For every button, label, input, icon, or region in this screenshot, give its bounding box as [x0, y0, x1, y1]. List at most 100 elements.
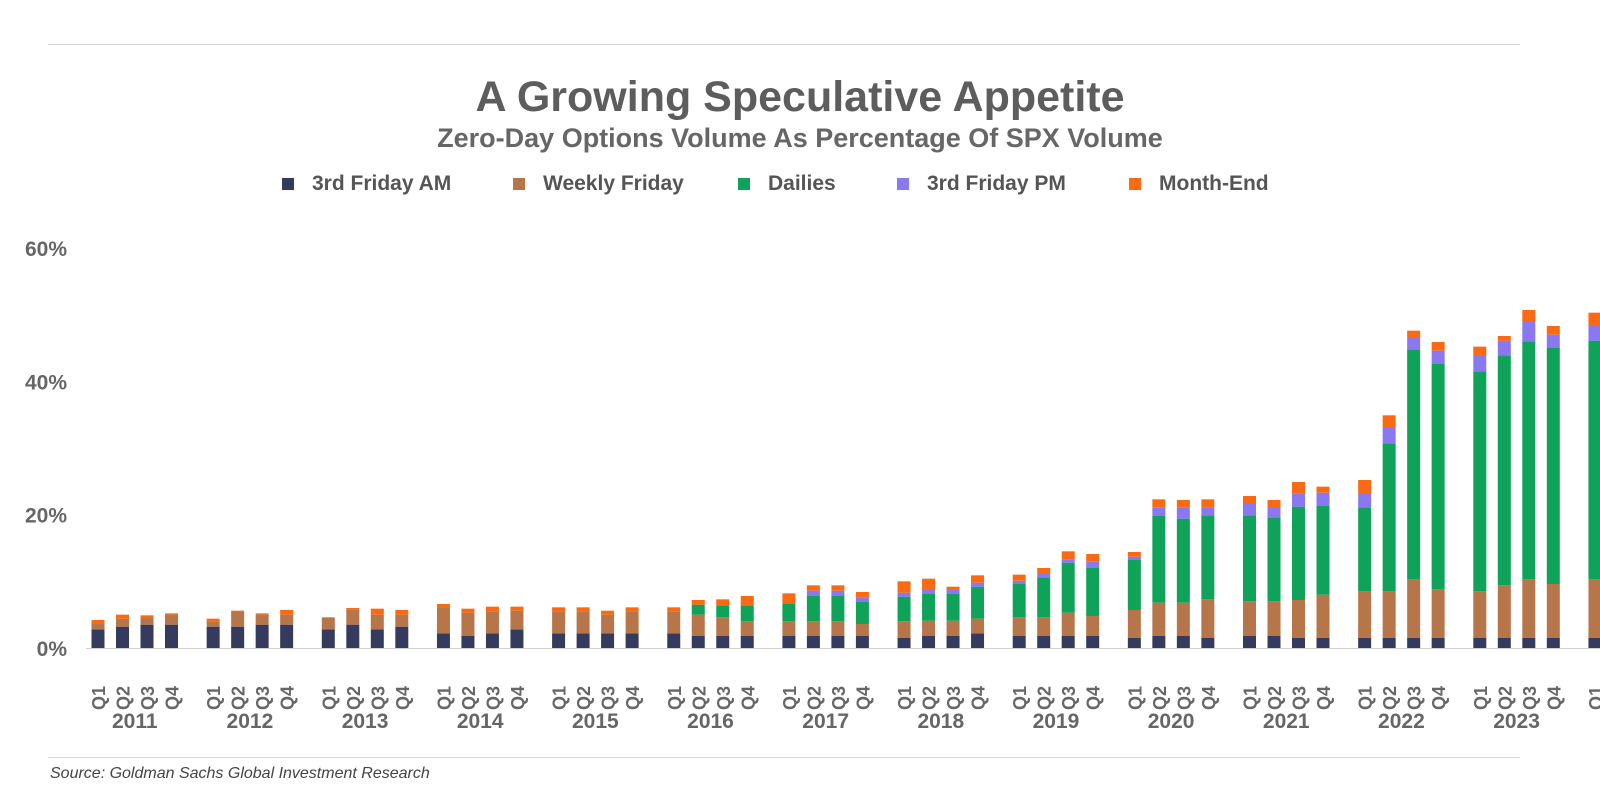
bar-segment-month-end: [255, 613, 269, 615]
bar-segment-weekly-friday: [346, 609, 360, 625]
bar-segment-3rd-friday-pm: [855, 597, 869, 602]
bar-segment-dailies: [806, 596, 820, 622]
legend-item-3rd-friday-am: 3rd Friday AM: [282, 170, 451, 198]
bar-segment-3rd-friday-am: [855, 636, 869, 648]
bar-segment-weekly-friday: [1292, 600, 1305, 638]
bar-segment-month-end: [1061, 551, 1075, 560]
bar-segment-month-end: [461, 608, 475, 613]
legend-swatch-month-end: [1129, 178, 1141, 190]
bar-segment-3rd-friday-am: [1037, 636, 1051, 648]
bar-segment-3rd-friday-am: [370, 629, 384, 648]
bar-segment-weekly-friday: [1546, 584, 1560, 638]
bar-segment-month-end: [1267, 500, 1281, 508]
bar-segment-3rd-friday-am: [346, 624, 360, 648]
legend-label-3rd-friday-am: 3rd Friday AM: [312, 172, 452, 195]
bar-segment-month-end: [1522, 310, 1536, 322]
bar-segment-3rd-friday-am: [1061, 636, 1075, 648]
bar-segment-3rd-friday-pm: [1037, 574, 1051, 578]
x-tick-label-quarter: Q1: [1471, 686, 1491, 710]
x-tick-label-quarter: Q1: [434, 686, 454, 710]
bar-segment-weekly-friday: [1522, 579, 1536, 638]
bar-segment-month-end: [91, 620, 105, 624]
x-tick-label-quarter: Q2: [1380, 686, 1400, 710]
bar-segment-month-end: [140, 615, 154, 618]
bar-segment-month-end: [1127, 552, 1141, 557]
bar-segment-3rd-friday-am: [667, 633, 681, 648]
x-tick-label-year: 2022: [1378, 710, 1425, 733]
legend-swatch-weekly-friday: [513, 178, 525, 190]
bar-segment-dailies: [1086, 568, 1100, 616]
bar-segment-month-end: [625, 607, 639, 612]
x-tick-label-quarter: Q3: [944, 686, 964, 710]
x-tick-label-quarter: Q1: [319, 686, 339, 710]
x-tick-label-quarter: Q2: [1495, 686, 1515, 710]
bar-segment-3rd-friday-am: [436, 633, 450, 648]
bar-segment-3rd-friday-am: [922, 636, 936, 648]
x-tick-label-quarter: Q1: [550, 686, 570, 710]
x-tick-label-year: 2014: [457, 710, 504, 733]
bar-segment-3rd-friday-am: [1127, 638, 1141, 648]
bar-segment-3rd-friday-am: [601, 633, 615, 648]
bar-segment-dailies: [1152, 516, 1166, 603]
bar-segment-month-end: [395, 610, 409, 615]
x-tick-label-quarter: Q2: [114, 686, 134, 710]
bar-segment-3rd-friday-pm: [1176, 507, 1190, 519]
bar-segment-3rd-friday-am: [1176, 636, 1190, 648]
x-tick-label-quarter: Q4: [623, 686, 643, 710]
bar-segment-weekly-friday: [206, 621, 220, 627]
bar-segment-month-end: [1546, 326, 1560, 335]
bar-segment-3rd-friday-pm: [1267, 508, 1281, 518]
x-tick-label-quarter: Q4: [1199, 686, 1219, 710]
bar-segment-dailies: [1382, 443, 1396, 592]
bar-segment-month-end: [897, 581, 911, 593]
bar-segment-dailies: [855, 602, 869, 624]
bar-segment-3rd-friday-am: [280, 624, 294, 648]
bar-segment-3rd-friday-am: [1358, 638, 1372, 648]
bar-segment-weekly-friday: [625, 611, 639, 634]
x-tick-label-quarter: Q4: [163, 686, 183, 710]
bar-segment-month-end: [1086, 554, 1100, 562]
bar-segment-month-end: [831, 585, 845, 591]
bar-segment-dailies: [1267, 518, 1281, 602]
x-tick-label-quarter: Q1: [1586, 686, 1600, 710]
bar-segment-3rd-friday-pm: [831, 590, 845, 596]
legend-item-month-end: Month-End: [1129, 170, 1269, 198]
legend-swatch-dailies: [738, 178, 750, 190]
y-tick-label: 0%: [37, 638, 68, 661]
bar-segment-month-end: [1012, 574, 1026, 581]
bar-segment-month-end: [576, 607, 590, 612]
bar-segment-weekly-friday: [971, 618, 985, 634]
bar-segment-3rd-friday-am: [897, 638, 911, 648]
bar-segment-3rd-friday-am: [1473, 638, 1487, 648]
bar-segment-weekly-friday: [280, 614, 294, 625]
bar-segment-3rd-friday-am: [831, 636, 845, 648]
x-tick-label-quarter: Q1: [1356, 686, 1376, 710]
bar-segment-month-end: [1382, 415, 1396, 428]
bar-segment-3rd-friday-pm: [1243, 504, 1256, 516]
x-tick-label-quarter: Q2: [459, 686, 479, 710]
bar-segment-dailies: [691, 604, 705, 615]
x-tick-label-year: 2019: [1033, 710, 1080, 733]
x-tick-label-quarter: Q3: [253, 686, 273, 710]
bar-segment-3rd-friday-pm: [946, 590, 960, 594]
x-tick-label-quarter: Q1: [1241, 686, 1261, 710]
bar-segment-dailies: [971, 586, 985, 619]
bar-segment-weekly-friday: [140, 618, 154, 625]
bar-segment-3rd-friday-am: [1382, 638, 1396, 648]
bar-segment-month-end: [1243, 496, 1256, 504]
x-tick-label-quarter: Q1: [1010, 686, 1030, 710]
x-tick-label-quarter: Q2: [1150, 686, 1170, 710]
x-tick-label-quarter: Q3: [1405, 686, 1425, 710]
bar-segment-weekly-friday: [1407, 579, 1421, 638]
bar-segment-dailies: [1588, 340, 1600, 580]
bar-segment-month-end: [1497, 336, 1511, 341]
bar-segment-dailies: [1061, 562, 1075, 613]
bar-segment-3rd-friday-pm: [922, 590, 936, 594]
bar-segment-weekly-friday: [740, 621, 754, 636]
y-tick-label: 60%: [25, 238, 67, 261]
x-tick-label-quarter: Q4: [1544, 686, 1564, 710]
bar-segment-month-end: [1037, 568, 1051, 574]
bar-segment-weekly-friday: [897, 621, 911, 638]
bar-segment-weekly-friday: [436, 608, 450, 634]
x-tick-label-year: 2011: [112, 710, 158, 733]
